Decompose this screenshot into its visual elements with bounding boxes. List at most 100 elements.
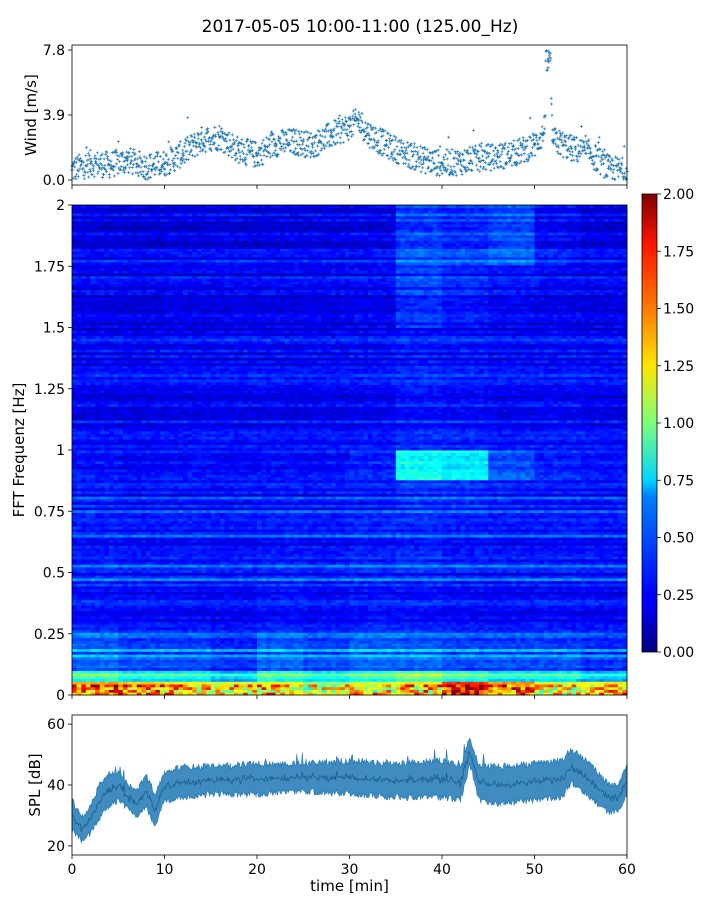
spectrogram-cell [141,610,147,614]
spectrogram-cell [233,681,239,685]
spectrogram-cell [270,586,276,590]
spectrogram-cell [344,665,350,669]
spectrogram-cell [303,689,309,693]
spectrogram-cell [132,673,138,677]
spectrogram-cell [122,588,128,592]
spectrogram-cell [363,686,369,690]
spectrogram-cell [594,637,600,641]
spectrogram-cell [617,591,623,595]
spectrogram-cell [206,613,212,617]
spectrogram-cell [557,624,563,628]
spectrogram-cell [391,618,397,622]
spectrogram-cell [479,692,485,696]
spectrogram-cell [488,632,494,636]
spectrogram-cell [613,651,619,655]
spectrogram-cell [155,610,161,614]
spectrogram-cell [335,689,341,693]
spectrogram-cell [539,624,545,628]
spectrogram-cell [261,678,267,682]
spectrogram-cell [238,586,244,590]
spectrogram-cell [206,686,212,690]
spectrogram-cell [381,659,387,663]
spectrogram-cell [349,640,355,644]
spectrogram-cell [298,602,304,606]
spectrogram-cell [118,678,124,682]
spectrogram-cell [543,673,549,677]
spectrogram-cell [566,635,572,639]
spectrogram-cell [321,618,327,622]
spectrogram-cell [585,659,591,663]
spectrogram-cell [169,618,175,622]
spectrogram-cell [298,662,304,666]
spectrogram-cell [113,599,119,603]
spectrogram-cell [196,599,202,603]
spectrogram-cell [511,667,517,671]
spectrogram-cell [543,665,549,669]
spectrogram-cell [76,618,82,622]
spectrogram-cell [104,621,110,625]
spectrogram-cell [229,586,235,590]
spectrogram-cell [247,656,253,661]
spectrogram-cell [488,678,494,682]
spectrogram-cell [534,684,540,688]
spectrogram-cell [405,646,411,650]
spectrogram-cell [594,616,600,620]
spectrogram-cell [506,637,512,641]
spectrogram-cell [224,637,230,641]
spectrogram-cell [252,681,258,685]
spectrogram-cell [395,659,401,663]
spectrogram-cell [451,591,457,595]
spectrogram-cell [261,692,267,696]
spectrogram-cell [492,594,498,598]
spectrogram-cell [81,673,87,677]
spectrogram-cell [432,692,438,696]
spectrogram-cell [469,651,475,655]
spectrogram-cell [409,656,415,661]
spectrogram-cell [164,651,170,655]
spectrogram-cell [543,686,549,690]
spectrogram-cell [243,624,249,628]
spectrogram-cell [127,684,133,688]
spectrogram-cell [585,640,591,644]
spectrogram-cell [617,662,623,666]
spectrogram-cell [377,629,383,633]
spectrogram-cell [571,670,577,674]
spectrogram-cell [520,678,526,682]
spectrogram-cell [446,665,452,669]
spectrogram-cell [428,605,434,609]
spectrogram-cell [238,610,244,614]
spectrogram-cell [113,613,119,617]
spectrogram-cell [206,626,212,631]
spectrogram-cell [580,626,586,631]
spectrogram-cell [146,689,152,693]
spectrogram-cell [173,637,179,641]
spectrogram-cell [280,646,286,650]
spectrogram-cell [409,681,415,685]
spectrogram-cell [141,684,147,688]
spectrogram-cell [590,635,596,639]
spectrogram-cell [442,605,448,609]
spectrogram-cell [460,656,466,661]
spectrogram-cell [349,607,355,612]
spectrogram-cell [298,673,304,677]
spectrogram-cell [173,597,179,601]
spectrogram-cell [516,656,522,661]
spectrogram-cell [150,635,156,639]
spectrogram-cell [497,586,503,590]
spectrogram-cell [511,632,517,636]
spectrogram-cell [381,643,387,647]
spectrogram-cell [571,675,577,680]
spectrogram-cell [585,629,591,633]
spectrogram-cell [169,654,175,658]
spectrogram-cell [594,626,600,631]
spectrogram-cell [576,632,582,636]
spectrogram-cell [358,624,364,628]
spectrogram-cell [104,654,110,658]
spectrogram-cell [257,635,263,639]
spectrogram-cell [557,599,563,603]
spectrogram-cell [566,662,572,666]
spectrogram-cell [469,632,475,636]
spectrogram-cell [428,616,434,620]
spectrogram-cell [326,632,332,636]
spectrogram-cell [118,597,124,601]
